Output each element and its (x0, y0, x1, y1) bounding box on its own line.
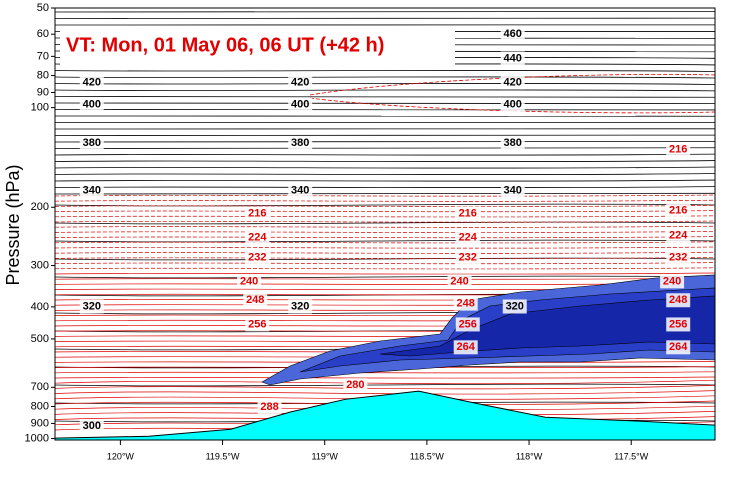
contour-label: 256 (459, 318, 477, 330)
contour-label: 288 (260, 401, 278, 413)
contour-label: 232 (459, 252, 477, 264)
contour-label: 240 (663, 275, 681, 287)
y-tick-label: 800 (31, 400, 49, 412)
contour-label: 320 (291, 300, 309, 312)
isentrope (55, 109, 715, 110)
contour-label: 224 (459, 231, 478, 243)
contour-label: 400 (291, 99, 309, 111)
contour-label: 224 (248, 231, 267, 243)
contour-label: 256 (248, 318, 266, 330)
contour-label: 216 (669, 205, 687, 217)
x-tick-label: 117.5°W (614, 451, 648, 461)
contour-label: 420 (83, 76, 101, 88)
contour-label: 248 (669, 294, 687, 306)
contour-label: 320 (83, 300, 101, 312)
y-tick-label: 400 (31, 301, 49, 313)
contour-label: 400 (83, 99, 101, 111)
contour-label: 240 (240, 275, 258, 287)
contour-label: 340 (83, 184, 101, 196)
y-tick-label: 50 (37, 2, 49, 14)
y-tick-label: 100 (31, 102, 49, 114)
x-tick-label: 119.5°W (206, 451, 240, 461)
y-tick-label: 200 (31, 201, 49, 213)
x-tick-label: 120°W (107, 451, 135, 461)
contour-label: 300 (83, 420, 101, 432)
contour-label: 248 (457, 298, 475, 310)
contour-label: 380 (504, 137, 522, 149)
contour-label: 320 (506, 300, 524, 312)
contour-label: 420 (504, 76, 522, 88)
contour-label: 216 (248, 207, 266, 219)
contour-label: 400 (504, 99, 522, 111)
y-tick-label: 300 (31, 259, 49, 271)
y-tick-label: 1000 (25, 432, 49, 444)
contour-label: 420 (291, 76, 309, 88)
contour-label: 264 (669, 341, 688, 353)
x-tick-label: 118.5°W (410, 451, 444, 461)
contour-label: 264 (457, 341, 476, 353)
y-tick-label: 500 (31, 333, 49, 345)
y-tick-label: 90 (37, 86, 49, 98)
x-tick-label: 118°W (516, 451, 543, 461)
contour-label: 280 (346, 379, 364, 391)
contour-label: 240 (450, 275, 468, 287)
contour-label: 248 (246, 294, 264, 306)
x-tick-label: 119°W (311, 451, 338, 461)
y-tick-label: 80 (37, 69, 49, 81)
contour-label: 340 (291, 184, 309, 196)
contour-label: 224 (669, 230, 688, 242)
contour-label: 216 (459, 207, 477, 219)
contour-label: 256 (669, 318, 687, 330)
y-tick-label: 70 (37, 50, 49, 62)
y-tick-label: 60 (37, 28, 49, 40)
contour-label: 380 (291, 137, 309, 149)
contour-label: 232 (669, 252, 687, 264)
chart-title: VT: Mon, 01 May 06, 06 UT (+42 h) (66, 34, 384, 56)
contour-label: 460 (504, 28, 522, 40)
contour-label: 340 (504, 184, 522, 196)
contour-label: 440 (504, 52, 522, 64)
y-tick-label: 900 (31, 417, 49, 429)
y-axis-label: Pressure (hPa) (3, 164, 23, 285)
contour-label: 232 (248, 252, 266, 264)
contour-label: 216 (669, 144, 687, 156)
y-tick-label: 700 (31, 381, 49, 393)
contour-label: 380 (83, 137, 101, 149)
